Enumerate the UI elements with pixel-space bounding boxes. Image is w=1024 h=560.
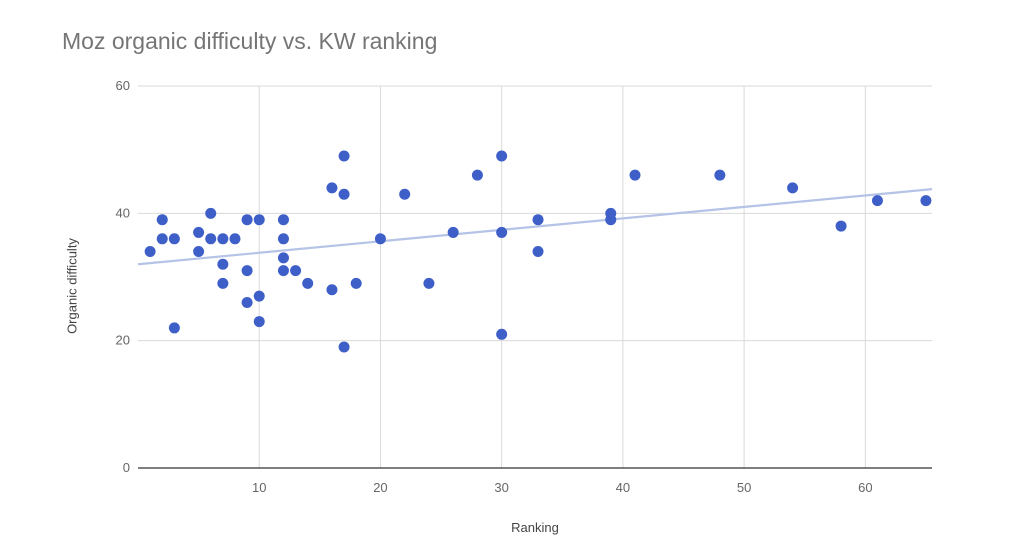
data-point xyxy=(496,226,508,238)
data-point xyxy=(350,277,362,289)
data-point xyxy=(205,233,217,245)
trendline xyxy=(137,188,933,266)
data-point xyxy=(277,233,289,245)
x-tick-label: 50 xyxy=(737,480,751,495)
data-point xyxy=(496,150,508,162)
data-point xyxy=(326,284,338,296)
data-points xyxy=(144,150,932,353)
data-point xyxy=(156,214,168,226)
data-point xyxy=(302,277,314,289)
x-axis-label: Ranking xyxy=(511,520,559,535)
data-point xyxy=(447,226,459,238)
data-point xyxy=(787,182,799,194)
x-tick-label: 60 xyxy=(858,480,872,495)
data-point xyxy=(496,328,508,340)
data-point xyxy=(338,188,350,200)
data-point xyxy=(217,233,229,245)
y-tick-label: 60 xyxy=(116,78,130,93)
data-point xyxy=(714,169,726,181)
data-point xyxy=(629,169,641,181)
data-point xyxy=(326,182,338,194)
data-point xyxy=(471,169,483,181)
data-point xyxy=(217,258,229,270)
data-point xyxy=(241,265,253,277)
data-point xyxy=(871,195,883,207)
data-point xyxy=(277,214,289,226)
data-point xyxy=(338,341,350,353)
data-point xyxy=(277,252,289,264)
data-point xyxy=(241,296,253,308)
data-point xyxy=(920,195,932,207)
data-point xyxy=(144,246,156,258)
trendline-layer xyxy=(137,188,933,266)
data-point xyxy=(241,214,253,226)
gridlines xyxy=(138,85,932,468)
data-point xyxy=(205,207,217,219)
chart-title: Moz organic difficulty vs. KW ranking xyxy=(62,28,438,54)
data-point xyxy=(168,322,180,334)
data-point xyxy=(532,246,544,258)
data-point xyxy=(835,220,847,232)
data-point xyxy=(217,277,229,289)
y-tick-label: 0 xyxy=(123,460,130,475)
y-tick-label: 20 xyxy=(116,333,130,348)
data-point xyxy=(374,233,386,245)
x-tick-label: 20 xyxy=(373,480,387,495)
x-tick-label: 30 xyxy=(494,480,508,495)
tick-labels: 0 20 40 60 10 20 30 40 50 60 xyxy=(116,78,873,495)
data-point xyxy=(605,214,617,226)
data-point xyxy=(399,188,411,200)
data-point xyxy=(253,214,265,226)
data-point xyxy=(193,226,205,238)
data-point xyxy=(338,150,350,162)
data-point xyxy=(532,214,544,226)
x-tick-label: 10 xyxy=(252,480,266,495)
data-point xyxy=(423,277,435,289)
data-point xyxy=(168,233,180,245)
data-point xyxy=(277,265,289,277)
data-point xyxy=(253,290,265,302)
y-tick-label: 40 xyxy=(116,205,130,220)
data-point xyxy=(253,316,265,328)
data-point xyxy=(193,246,205,258)
x-tick-label: 40 xyxy=(616,480,630,495)
data-point xyxy=(290,265,302,277)
data-point xyxy=(156,233,168,245)
data-point xyxy=(229,233,241,245)
